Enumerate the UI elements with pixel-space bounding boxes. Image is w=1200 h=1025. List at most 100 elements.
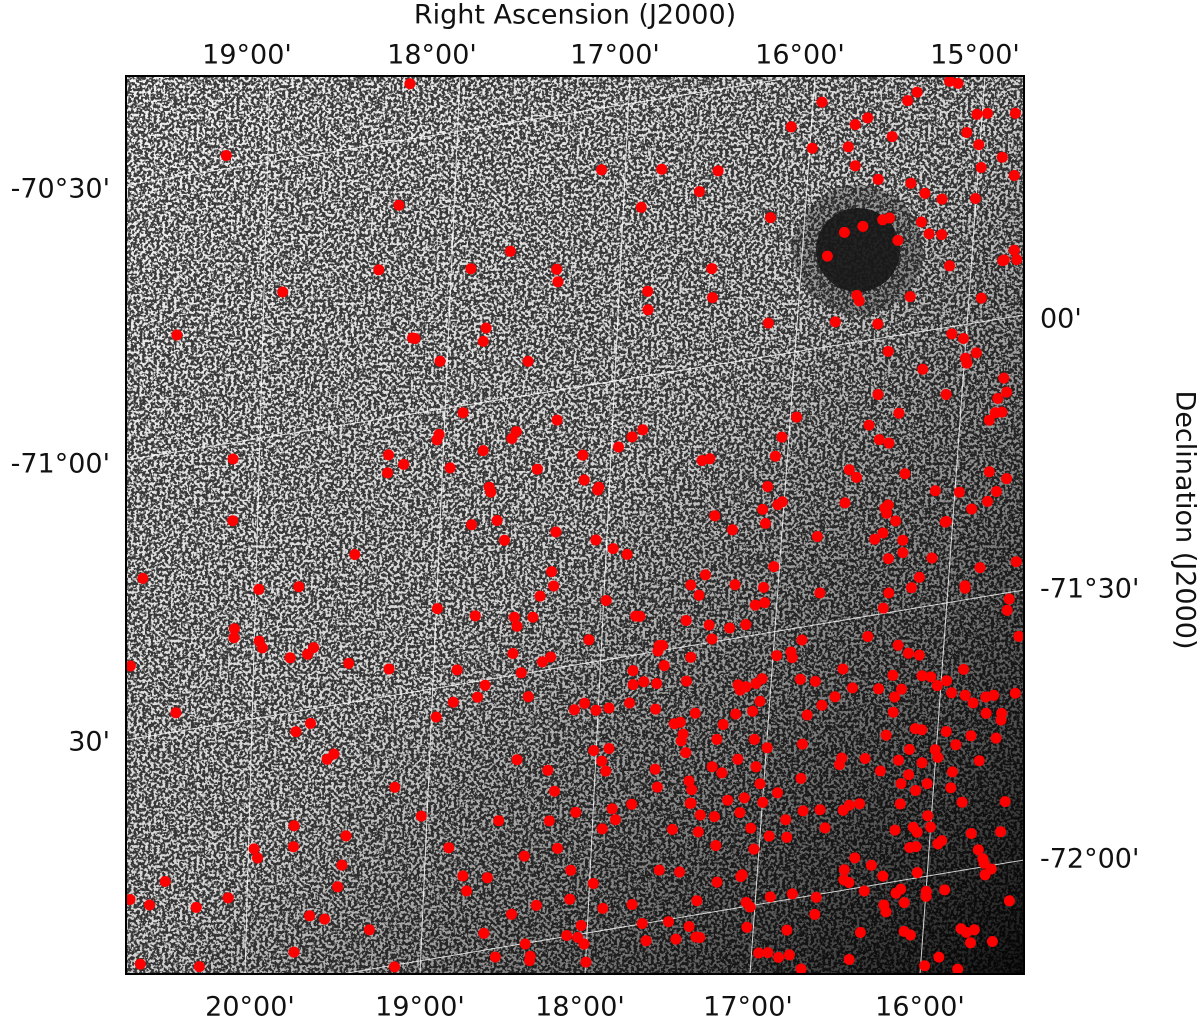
left-tick-label: 30' [68,727,110,758]
source-marker [680,747,691,758]
source-marker [643,304,654,315]
source-marker [704,620,715,631]
source-marker [784,949,795,960]
source-marker [844,800,855,811]
top-tick-label: 17°00' [570,40,660,71]
source-marker [638,676,649,687]
source-marker [505,246,516,257]
top-tick-label: 19°00' [202,40,292,71]
source-marker [676,735,687,746]
source-marker [999,255,1010,266]
source-marker [706,263,717,274]
source-marker [577,450,588,461]
source-marker [137,573,148,584]
source-marker [685,580,696,591]
source-marker [531,900,542,911]
source-marker [809,909,820,920]
source-marker [610,814,621,825]
source-marker [627,431,638,442]
source-marker [812,531,823,542]
source-marker [627,665,638,676]
source-marker [1010,108,1021,119]
source-marker [694,932,705,943]
source-marker [888,707,899,718]
source-marker [674,867,685,878]
source-marker [802,710,813,721]
source-marker [227,515,238,526]
source-marker [490,952,501,963]
source-marker [1001,473,1012,484]
source-marker [597,903,608,914]
source-marker [905,930,916,941]
source-marker [552,843,563,854]
source-marker [724,623,735,634]
source-marker [443,842,454,853]
source-marker [947,766,958,777]
source-marker [686,784,697,795]
source-marker [343,658,354,669]
source-marker [844,464,855,475]
source-marker [745,902,756,913]
source-marker [293,581,304,592]
source-marker [992,393,1003,404]
source-marker [908,822,919,833]
source-marker [917,364,928,375]
source-marker [879,503,890,514]
source-marker [706,634,717,645]
source-marker [191,902,202,913]
source-marker [960,690,971,701]
source-marker [916,724,927,735]
left-tick-label: -71°00' [11,449,110,480]
source-marker [435,356,446,367]
source-marker [523,691,534,702]
source-marker [791,412,802,423]
source-marker [904,842,915,853]
source-marker [732,754,743,765]
source-marker [694,590,705,601]
source-marker [373,264,384,275]
source-marker [768,561,779,572]
source-marker [545,652,556,663]
source-marker [656,164,667,175]
source-marker [305,718,316,729]
source-marker [745,823,756,834]
source-marker [936,229,947,240]
source-marker [730,579,741,590]
source-marker [751,678,762,689]
source-marker [968,697,979,708]
source-marker [700,569,711,580]
source-marker [607,803,618,814]
source-marker [709,510,720,521]
source-marker [757,797,768,808]
source-marker [747,706,758,717]
source-marker [416,811,427,822]
source-marker [663,916,674,927]
source-marker [864,420,875,431]
source-marker [1004,594,1015,605]
source-marker [288,841,299,852]
source-marker [946,328,957,339]
right-tick-label: -71°30' [1040,574,1139,605]
source-marker [765,891,776,902]
source-marker [961,358,972,369]
source-marker [452,664,463,675]
source-marker [987,936,998,947]
source-marker [596,164,607,175]
source-marker [889,692,900,703]
source-marker [877,528,888,539]
source-marker [1013,631,1024,642]
source-marker [966,730,977,741]
source-marker [506,909,517,920]
source-marker [711,734,722,745]
source-marker [1011,556,1022,567]
source-marker [759,597,770,608]
source-marker [548,581,559,592]
source-marker [580,957,591,968]
source-marker [527,612,538,623]
source-marker [637,424,648,435]
source-marker [636,202,647,213]
source-marker [892,235,903,246]
source-marker [786,121,797,132]
source-marker [781,925,792,936]
source-marker [160,876,171,887]
